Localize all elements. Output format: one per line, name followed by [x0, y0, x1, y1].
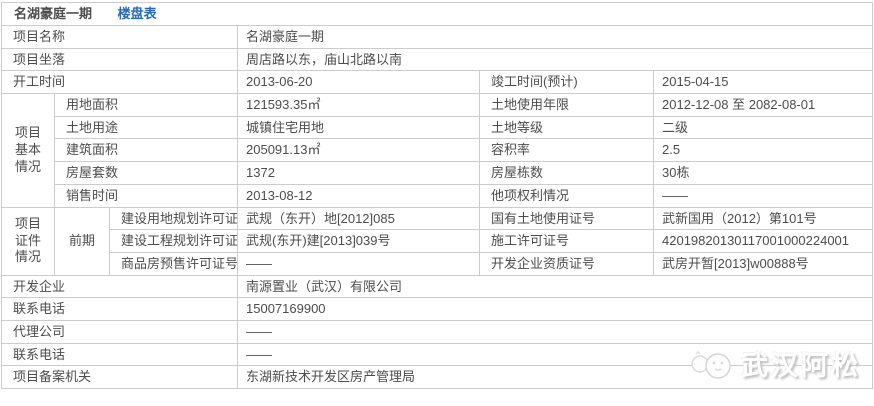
table-row: 联系电话 15007169900: [1, 297, 874, 321]
record-authority-label: 项目备案机关: [1, 365, 238, 389]
agency-phone-label: 联系电话: [1, 342, 238, 367]
location-label: 项目坐落: [1, 47, 238, 72]
construction-planning-permit-label: 建设工程规划许可证号: [109, 229, 238, 253]
presale-permit-value: ——: [237, 251, 480, 276]
developer-qualification-value: 武房开暂[2013]w00888号: [652, 251, 874, 276]
building-table-link[interactable]: 楼盘表: [117, 6, 157, 22]
other-rights-label: 他项权利情况: [479, 183, 654, 208]
start-time-label: 开工时间: [1, 70, 238, 95]
group-cert-title: 项目 证件 情况: [1, 206, 55, 276]
construction-permit-label: 施工许可证号: [479, 229, 654, 253]
land-planning-permit-value: 武规（东开）地[2012]085: [237, 206, 480, 231]
state-land-cert-value: 武新国用（2012）第101号: [652, 206, 874, 231]
table-row: 开工时间 2013-06-20 竣工时间(预计) 2015-04-15: [1, 70, 874, 95]
project-name-value: 名湖豪庭一期: [236, 25, 874, 49]
phone-value: 15007169900: [236, 297, 874, 321]
agency-value: ——: [236, 319, 874, 344]
table-row: 项目备案机关 东湖新技术开发区房产管理局: [1, 365, 874, 389]
table-row: 项目坐落 周店路以东，庙山北路以南: [1, 47, 874, 72]
land-area-value: 121593.35㎡: [237, 93, 480, 117]
table-row: 房屋套数 1372 房屋栋数 30栋: [2, 161, 874, 185]
construction-permit-value: 42019820130117001000224001: [652, 229, 874, 253]
table-row: 土地用途 城镇住宅用地 土地等级 二级: [2, 115, 874, 140]
developer-qualification-label: 开发企业资质证号: [479, 251, 654, 276]
phone-label: 联系电话: [1, 297, 238, 321]
land-term-label: 土地使用年限: [479, 93, 654, 117]
developer-label: 开发企业: [1, 274, 238, 299]
plot-ratio-label: 容积率: [479, 138, 654, 163]
table-row: 项目名称 名湖豪庭一期: [1, 25, 874, 49]
table-row: 联系电话 ——: [1, 342, 874, 367]
location-value: 周店路以东，庙山北路以南: [236, 47, 874, 72]
start-time-value: 2013-06-20: [237, 70, 480, 95]
land-use-value: 城镇住宅用地: [237, 115, 480, 140]
unit-count-label: 房屋套数: [54, 161, 238, 185]
state-land-cert-label: 国有土地使用证号: [479, 206, 654, 231]
table-row: 名湖豪庭一期 楼盘表: [0, 2, 874, 26]
completion-time-label: 竣工时间(预计): [479, 70, 654, 95]
building-count-label: 房屋栋数: [479, 161, 654, 185]
agency-label: 代理公司: [1, 319, 238, 344]
building-count-value: 30栋: [652, 161, 874, 185]
sale-time-value: 2013-08-12: [237, 183, 480, 208]
other-rights-value: ——: [652, 183, 874, 208]
land-grade-value: 二级: [652, 115, 874, 140]
land-grade-label: 土地等级: [479, 115, 654, 140]
table-row: 项目 基本 情况 用地面积 121593.35㎡ 土地使用年限 2012-12-…: [1, 93, 874, 208]
presale-permit-label: 商品房预售许可证号: [109, 251, 238, 276]
stage-label: 前期: [54, 206, 110, 276]
construction-planning-permit-value: 武规(东开)建[2013]039号: [237, 229, 480, 253]
table-row: 商品房预售许可证号 —— 开发企业资质证号 武房开暂[2013]w00888号: [2, 251, 874, 276]
page-title: 名湖豪庭一期: [14, 6, 93, 22]
land-term-value: 2012-12-08 至 2082-08-01: [652, 93, 874, 117]
building-area-value: 205091.13㎡: [237, 138, 480, 163]
table-row: 销售时间 2013-08-12 他项权利情况 ——: [2, 183, 874, 208]
land-planning-permit-label: 建设用地规划许可证号: [109, 206, 238, 231]
table-row: 开发企业 南源置业（武汉）有限公司: [1, 274, 874, 299]
developer-value: 南源置业（武汉）有限公司: [236, 274, 874, 299]
table-row: 建设工程规划许可证号 武规(东开)建[2013]039号 施工许可证号 4201…: [2, 229, 874, 253]
agency-phone-value: ——: [236, 342, 874, 367]
unit-count-value: 1372: [237, 161, 480, 185]
record-authority-value: 东湖新技术开发区房产管理局: [236, 365, 874, 389]
property-info-sheet: 名湖豪庭一期 楼盘表 项目名称 名湖豪庭一期 项目坐落 周店路以东，庙山北路以南…: [0, 2, 874, 389]
land-use-label: 土地用途: [54, 115, 238, 140]
completion-time-value: 2015-04-15: [652, 70, 874, 95]
table-row: 项目 证件 情况 前期 建设用地规划许可证号 武规（东开）地[2012]085 …: [1, 206, 874, 276]
table-row: 代理公司 ——: [1, 319, 874, 344]
land-area-label: 用地面积: [54, 93, 238, 117]
property-info-table: 名湖豪庭一期 楼盘表 项目名称 名湖豪庭一期 项目坐落 周店路以东，庙山北路以南…: [0, 2, 874, 389]
plot-ratio-value: 2.5: [652, 138, 874, 163]
building-area-label: 建筑面积: [54, 138, 238, 163]
project-name-label: 项目名称: [1, 25, 238, 49]
sale-time-label: 销售时间: [54, 183, 238, 208]
table-row: 建筑面积 205091.13㎡ 容积率 2.5: [2, 138, 874, 163]
group-basic-title: 项目 基本 情况: [1, 93, 55, 208]
